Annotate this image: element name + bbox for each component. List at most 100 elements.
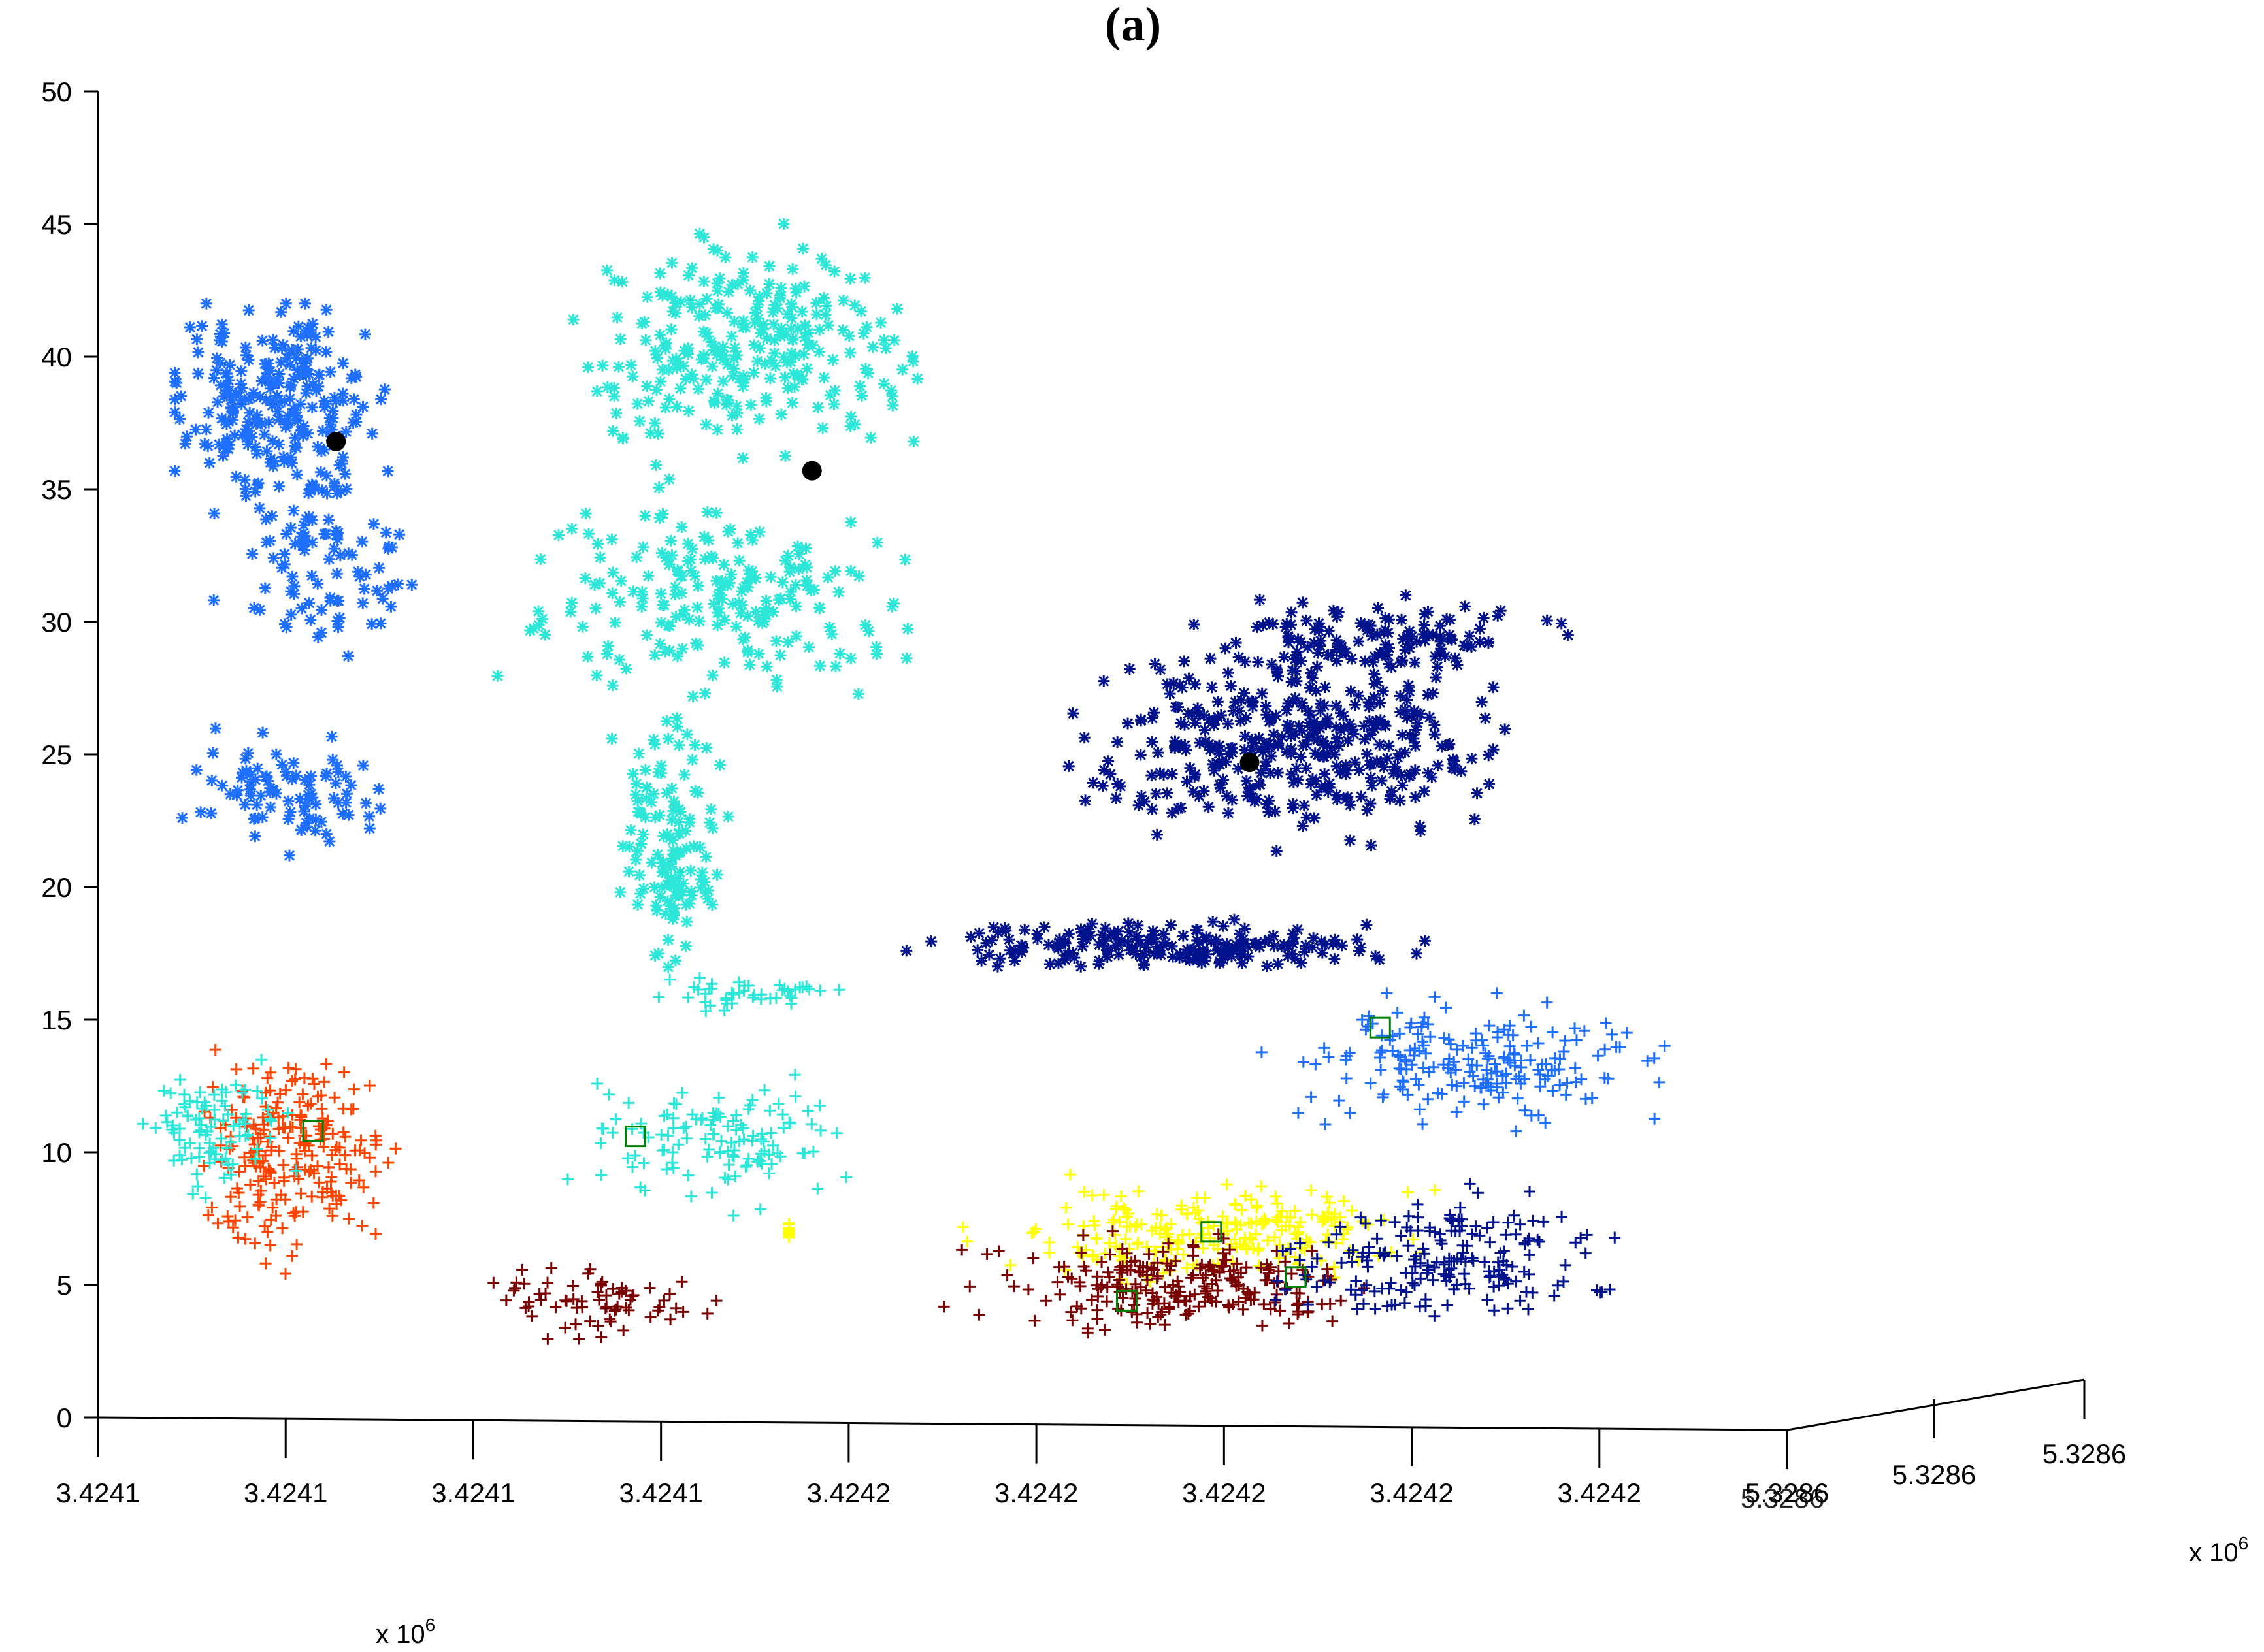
z-tick-label: 35 [41, 474, 72, 505]
data-point [385, 600, 397, 613]
data-point [878, 378, 891, 390]
data-point [1284, 720, 1296, 732]
data-point [1218, 948, 1230, 960]
data-point [256, 811, 269, 824]
data-point [1554, 1078, 1566, 1091]
data-point [1124, 1220, 1136, 1233]
data-point [1200, 736, 1212, 748]
data-point [1239, 1231, 1251, 1244]
data-point [606, 587, 619, 600]
data-point [1236, 1204, 1248, 1216]
data-point [1357, 1246, 1370, 1259]
data-point [273, 368, 286, 380]
data-point [328, 391, 340, 404]
data-point [784, 990, 796, 1002]
data-point [290, 1165, 303, 1177]
data-point [299, 1163, 312, 1176]
data-point [261, 1072, 274, 1084]
data-point [1269, 805, 1281, 818]
data-point [768, 318, 780, 331]
data-point [759, 609, 771, 621]
data-point [674, 827, 686, 839]
data-point [280, 621, 293, 634]
data-point [326, 1210, 338, 1222]
centroid-markers [302, 431, 1391, 1312]
data-point [1375, 1063, 1387, 1076]
data-point [1653, 1076, 1665, 1088]
data-point [1475, 1082, 1487, 1094]
data-point [1494, 1263, 1506, 1276]
data-point [721, 1120, 734, 1133]
z-tick-label: 25 [41, 739, 72, 770]
data-point [265, 1144, 277, 1157]
data-point [1253, 777, 1265, 790]
data-point [814, 984, 827, 997]
data-point [284, 359, 296, 371]
data-point [1399, 747, 1411, 759]
data-point [1066, 947, 1079, 959]
data-point [280, 297, 292, 310]
data-point [336, 807, 349, 820]
data-point [251, 799, 263, 811]
data-point [642, 570, 655, 582]
data-point [231, 784, 244, 796]
data-point [700, 741, 713, 754]
data-point [763, 1167, 776, 1180]
data-point [1398, 1076, 1410, 1088]
data-point [1230, 1241, 1243, 1254]
data-point [171, 1107, 183, 1119]
data-point [1165, 919, 1177, 931]
data-point [672, 872, 685, 884]
data-point [1294, 1254, 1306, 1267]
data-point [1609, 1231, 1621, 1244]
data-point [1300, 939, 1312, 952]
data-point [1132, 1185, 1145, 1197]
data-point [607, 425, 619, 437]
data-point [1562, 629, 1574, 641]
data-point [1392, 1049, 1404, 1061]
data-point [1234, 705, 1246, 717]
data-point [1502, 1216, 1515, 1229]
data-point [240, 423, 252, 435]
data-point [200, 423, 212, 436]
data-point [1394, 1028, 1406, 1040]
data-point [1165, 1244, 1177, 1256]
data-point [239, 1233, 252, 1245]
data-point [169, 406, 181, 419]
data-point [1536, 1058, 1549, 1071]
data-point [248, 602, 261, 614]
data-point [1222, 667, 1234, 679]
data-point [1271, 766, 1284, 779]
data-point [695, 882, 707, 894]
data-point [627, 1161, 639, 1173]
data-point [1455, 765, 1468, 777]
data-point [206, 774, 218, 786]
data-point [230, 1063, 242, 1075]
data-point [1429, 1184, 1441, 1196]
data-point [239, 753, 252, 765]
data-point [1320, 1235, 1332, 1247]
data-point [785, 997, 798, 1010]
data-point [608, 390, 621, 402]
data-point [1306, 672, 1319, 685]
data-point [1177, 930, 1189, 942]
data-point [1272, 739, 1285, 752]
centroid-square [302, 1120, 324, 1142]
data-point [729, 342, 741, 354]
data-point [227, 414, 239, 427]
data-point [254, 1196, 267, 1208]
data-point [767, 606, 779, 618]
data-point [1319, 768, 1331, 781]
data-point [782, 636, 795, 649]
data-point [727, 1209, 740, 1222]
data-point [171, 377, 183, 389]
data-point [297, 1088, 309, 1101]
data-point [1158, 1319, 1171, 1331]
data-point [775, 408, 787, 421]
data-point [648, 881, 661, 894]
data-point [1260, 756, 1272, 768]
data-point [664, 973, 676, 986]
data-point [322, 325, 335, 338]
data-point [1188, 619, 1200, 631]
data-point [202, 440, 214, 452]
